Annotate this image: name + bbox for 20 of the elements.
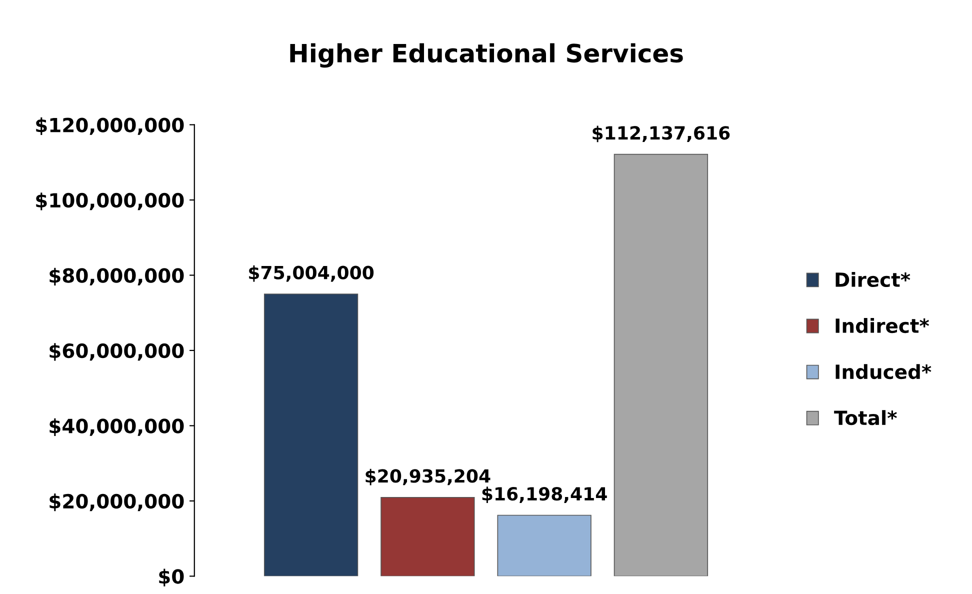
legend-label: Indirect*: [836, 318, 930, 334]
legend-label: Induced*: [836, 364, 932, 380]
bar: [614, 154, 708, 576]
y-tick-label: $0: [159, 568, 184, 586]
y-tick-label: $20,000,000: [50, 494, 184, 512]
legend-label: Direct*: [836, 272, 910, 288]
data-label: $75,004,000: [249, 265, 374, 282]
data-label: $20,935,204: [366, 468, 490, 486]
bar: [380, 497, 475, 576]
data-label: $16,198,414: [482, 486, 607, 504]
y-tick-label: $80,000,000: [50, 268, 184, 286]
y-tick-label: $60,000,000: [50, 343, 184, 361]
bar: [264, 294, 358, 576]
y-tick-label: $100,000,000: [36, 192, 184, 210]
chart-title: Higher Educational Services: [290, 43, 683, 68]
legend-label: Total*: [834, 410, 897, 426]
y-tick-label: $40,000,000: [50, 418, 184, 436]
bar: [497, 514, 592, 576]
y-tick-label: $120,000,000: [36, 117, 184, 135]
data-label: $112,137,616: [592, 126, 730, 142]
